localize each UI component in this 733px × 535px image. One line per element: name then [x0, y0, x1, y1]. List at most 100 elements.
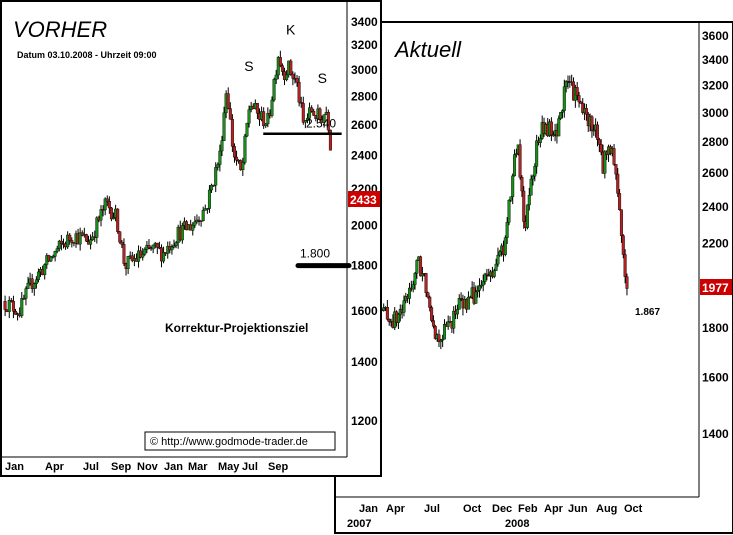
- vorher-candle-body: [130, 255, 134, 261]
- aktuell-candle-body: [407, 287, 411, 299]
- vorher-candle-body: [55, 248, 59, 252]
- chart-panel-vorher: VORHER Datum 03.10.2008 - Uhrzeit 09:00 …: [0, 0, 382, 477]
- vorher-candle-body: [285, 74, 289, 80]
- vorher-x-tick-label: Jan: [5, 461, 24, 473]
- vorher-candle-body: [120, 241, 124, 245]
- vorher-candle-body: [241, 162, 245, 171]
- vorher-candle-body: [66, 234, 70, 248]
- vorher-candle-body: [78, 232, 82, 245]
- candles-vorher: [3, 50, 332, 321]
- aktuell-x-tick-label: Jan: [359, 503, 378, 515]
- aktuell-candle-body: [433, 326, 437, 339]
- aktuell-candle-body: [457, 298, 461, 310]
- vorher-candle-body: [14, 311, 18, 315]
- pattern-label-head: K: [286, 22, 296, 38]
- aktuell-candle-body: [507, 200, 511, 223]
- vorher-candle-body: [276, 57, 280, 76]
- vorher-candle-body: [105, 198, 109, 202]
- pattern-label-left-shoulder: S: [244, 58, 253, 74]
- vorher-x-tick-label: Jul: [242, 461, 258, 473]
- vorher-candle-body: [43, 264, 47, 276]
- chart-title-aktuell: Aktuell: [393, 37, 462, 62]
- aktuell-candle-body: [551, 134, 555, 136]
- vorher-candle-body: [51, 256, 55, 258]
- vorher-candle-body: [291, 73, 295, 79]
- vorher-candle-body: [191, 225, 195, 231]
- vorher-y-tick-label: 2600: [351, 118, 378, 132]
- panel-frame-aktuell: [334, 21, 733, 534]
- vorher-candle-body: [141, 253, 145, 258]
- vorher-candle-body: [278, 57, 282, 66]
- aktuell-candle-body: [549, 121, 553, 136]
- vorher-candle-body: [24, 288, 28, 299]
- aktuell-candle-body: [621, 235, 625, 255]
- vorher-candle-body: [91, 236, 95, 240]
- y-axis-aktuell: 3600340032003000280026002400220020001800…: [702, 29, 729, 441]
- aktuell-candle-body: [623, 254, 627, 277]
- aktuell-x-tick-label: Feb: [518, 503, 538, 515]
- aktuell-candle-body: [437, 334, 441, 343]
- vorher-candle-body: [308, 107, 312, 119]
- vorher-x-tick-label: Jan: [164, 461, 183, 473]
- aktuell-candle-body: [533, 166, 537, 177]
- aktuell-candle-body: [522, 190, 526, 222]
- vorher-x-tick-label: Sep: [268, 461, 288, 473]
- vorher-candle-body: [299, 102, 303, 104]
- aktuell-candle-body: [616, 173, 620, 194]
- vorher-candle-body: [266, 113, 270, 125]
- vorher-candle-body: [126, 256, 130, 269]
- vorher-candle-body: [218, 150, 222, 165]
- aktuell-x-tick-label: Oct: [463, 503, 482, 515]
- aktuell-y-tick-label: 1800: [702, 321, 729, 335]
- aktuell-x-tick-label: Dec: [492, 503, 512, 515]
- vorher-candle-body: [216, 164, 220, 168]
- vorher-candle-body: [322, 114, 326, 123]
- last-price-vorher: 2433: [350, 193, 377, 207]
- aktuell-candle-body: [581, 103, 585, 113]
- aktuell-candle-body: [584, 108, 588, 115]
- aktuell-candle-body: [382, 307, 386, 311]
- vorher-candle-body: [170, 246, 174, 251]
- aktuell-x-tick-label: Apr: [386, 503, 406, 515]
- aktuell-y-tick-label: 2800: [702, 135, 729, 149]
- aktuell-candle-body: [505, 222, 509, 238]
- vorher-candle-body: [36, 271, 40, 280]
- aktuell-candle-body: [494, 263, 498, 271]
- vorher-candle-body: [199, 220, 203, 222]
- vorher-candle-body: [247, 109, 251, 124]
- aktuell-candle-body: [520, 177, 524, 192]
- aktuell-candle-body: [415, 260, 419, 274]
- aktuell-candle-body: [557, 118, 561, 137]
- vorher-candle-body: [210, 184, 214, 191]
- aktuell-candle-body: [562, 86, 566, 111]
- vorher-y-tick-label: 3000: [351, 63, 378, 77]
- vorher-candle-body: [172, 245, 176, 248]
- vorher-candle-body: [301, 103, 305, 123]
- aktuell-candle-body: [431, 320, 435, 327]
- aktuell-candle-body: [385, 307, 389, 320]
- vorher-y-tick-label: 1200: [351, 414, 378, 428]
- vorher-candle-body: [68, 234, 72, 241]
- aktuell-candle-body: [590, 116, 594, 131]
- vorher-candle-body: [49, 256, 53, 262]
- vorher-candle-body: [270, 99, 274, 116]
- aktuell-candle-body: [496, 254, 500, 265]
- aktuell-y-tick-label: 2400: [702, 200, 729, 214]
- vorher-candle-body: [180, 225, 184, 241]
- vorher-candle-body: [193, 221, 197, 226]
- vorher-candle-body: [214, 167, 218, 186]
- y-axis-vorher: 3400320030002800260024002200200018001600…: [351, 15, 378, 428]
- aktuell-candle-body: [564, 80, 568, 87]
- vorher-candle-body: [174, 242, 178, 246]
- aktuell-candle-body: [424, 273, 428, 293]
- vorher-candle-body: [22, 298, 26, 300]
- chart-panel-aktuell: Aktuell 3600 3400 3200 3000 2800 2600 2400 2200…: [334, 21, 733, 534]
- aktuell-candle-body: [443, 323, 447, 340]
- aktuell-y-tick-label: 3200: [702, 79, 729, 93]
- aktuell-candle-body: [459, 298, 463, 300]
- vorher-candle-body: [201, 210, 205, 222]
- aktuell-x-tick-label: Oct: [624, 503, 643, 515]
- aktuell-candle-body: [511, 175, 515, 197]
- aktuell-candle-body: [509, 196, 513, 201]
- low-label-aktuell: 1.867: [635, 307, 660, 318]
